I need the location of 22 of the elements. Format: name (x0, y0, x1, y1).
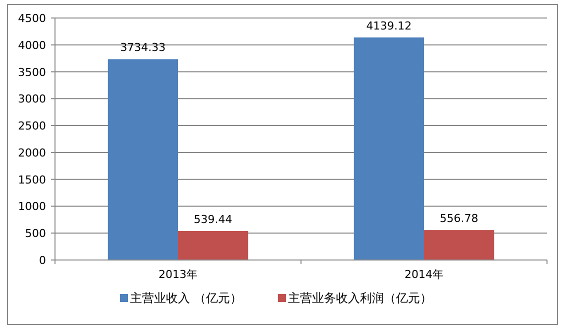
data-label: 539.44 (194, 212, 232, 226)
legend-label: 主营业务收入利润（亿元） (288, 291, 432, 305)
x-tick-label: 2013年 (158, 268, 198, 281)
y-tick-label: 1500 (18, 173, 46, 186)
y-tick-label: 0 (39, 254, 46, 267)
data-label: 3734.33 (120, 41, 166, 54)
y-tick-label: 1000 (18, 200, 46, 214)
bar (424, 230, 494, 260)
bar (178, 230, 248, 260)
y-tick-label: 4500 (18, 12, 46, 25)
y-tick-label: 3000 (18, 92, 46, 106)
y-tick-label: 4000 (18, 38, 46, 52)
y-tick-label: 500 (25, 227, 46, 240)
data-label: 556.78 (440, 212, 478, 226)
data-label: 4139.12 (366, 19, 412, 32)
y-tick-label: 2000 (18, 146, 46, 160)
y-tick-label: 3500 (18, 66, 46, 79)
bar (354, 37, 424, 260)
legend-label: 主营业收入 （亿元） (130, 291, 242, 305)
bar (108, 59, 178, 260)
x-tick-label: 2014年 (404, 268, 444, 281)
y-tick-label: 2500 (18, 120, 46, 133)
